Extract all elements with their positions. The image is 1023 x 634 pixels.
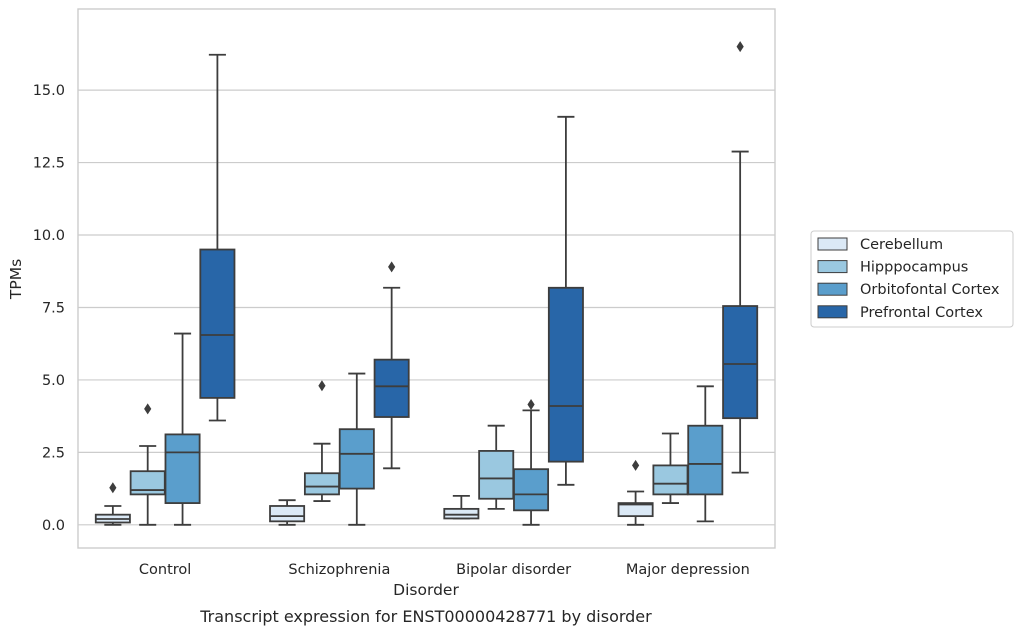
x-tick-label: Control (139, 562, 191, 578)
legend-swatch (817, 282, 848, 296)
y-tick-label: 12.5 (33, 156, 65, 172)
outlier-point (109, 482, 117, 494)
y-axis-label: TPMs (7, 259, 25, 300)
box-group (303, 380, 340, 502)
iqr-box (687, 424, 724, 496)
iqr-box (547, 286, 584, 463)
box-plot-marks (94, 41, 759, 526)
legend-entry-label: Orbitofontal Cortex (860, 282, 1000, 298)
x-axis-label: Disorder (393, 581, 459, 599)
y-tick-label: 5.0 (42, 373, 65, 389)
x-axis-ticks: Control Schizophrenia Bipolar disorder Majo… (139, 562, 750, 578)
plot-frame (77, 8, 776, 549)
box-group (199, 53, 236, 422)
box-group (547, 115, 584, 486)
outlier-point (318, 380, 326, 392)
y-tick-label: 0.0 (42, 518, 65, 534)
iqr-box (338, 428, 375, 490)
chart-caption: Transcript expression for ENST0000042877… (199, 607, 652, 626)
iqr-box (269, 505, 306, 523)
y-tick-label: 2.5 (42, 445, 65, 461)
box-group (443, 494, 480, 520)
x-tick-label: Bipolar disorder (456, 562, 571, 578)
iqr-box (722, 305, 759, 420)
legend: Cerebellum Hipppocampus Orbitofontal Corte… (810, 230, 1014, 328)
box-group (722, 41, 759, 474)
x-tick-label: Schizophrenia (288, 562, 390, 578)
box-group (373, 261, 410, 470)
legend-entry-label: Prefrontal Cortex (860, 305, 983, 321)
outlier-point (736, 41, 744, 53)
legend-entry-label: Cerebellum (860, 237, 943, 253)
y-tick-label: 10.0 (33, 228, 65, 244)
legend-swatch (817, 260, 848, 274)
box-group (164, 332, 201, 526)
iqr-box (478, 450, 515, 500)
iqr-box (617, 502, 654, 518)
box-group (94, 482, 131, 526)
legend-swatch (817, 237, 848, 251)
box-group (338, 372, 375, 526)
box-group (129, 403, 166, 526)
y-axis-ticks: 0.0 2.5 5.0 7.5 10.0 12.5 15.0 (33, 83, 65, 534)
iqr-box (303, 472, 340, 496)
outlier-point (527, 399, 535, 411)
box-group (687, 385, 724, 523)
box-group (269, 499, 306, 526)
iqr-box (199, 248, 236, 399)
iqr-box (513, 468, 550, 512)
x-tick-label: Major depression (626, 562, 750, 578)
box-group (513, 399, 550, 526)
outlier-point (388, 261, 396, 273)
outlier-point (144, 403, 152, 415)
box-group (617, 459, 654, 526)
iqr-box (443, 507, 480, 520)
y-tick-label: 15.0 (33, 83, 65, 99)
box-group (652, 432, 689, 504)
legend-frame (810, 230, 1014, 328)
iqr-box (164, 433, 201, 504)
iqr-box (373, 358, 410, 418)
legend-swatch (817, 305, 848, 319)
box-group (478, 424, 515, 510)
legend-entry-label: Hipppocampus (860, 260, 968, 276)
y-tick-label: 7.5 (42, 300, 65, 316)
iqr-box (652, 464, 689, 496)
outlier-point (632, 459, 640, 471)
